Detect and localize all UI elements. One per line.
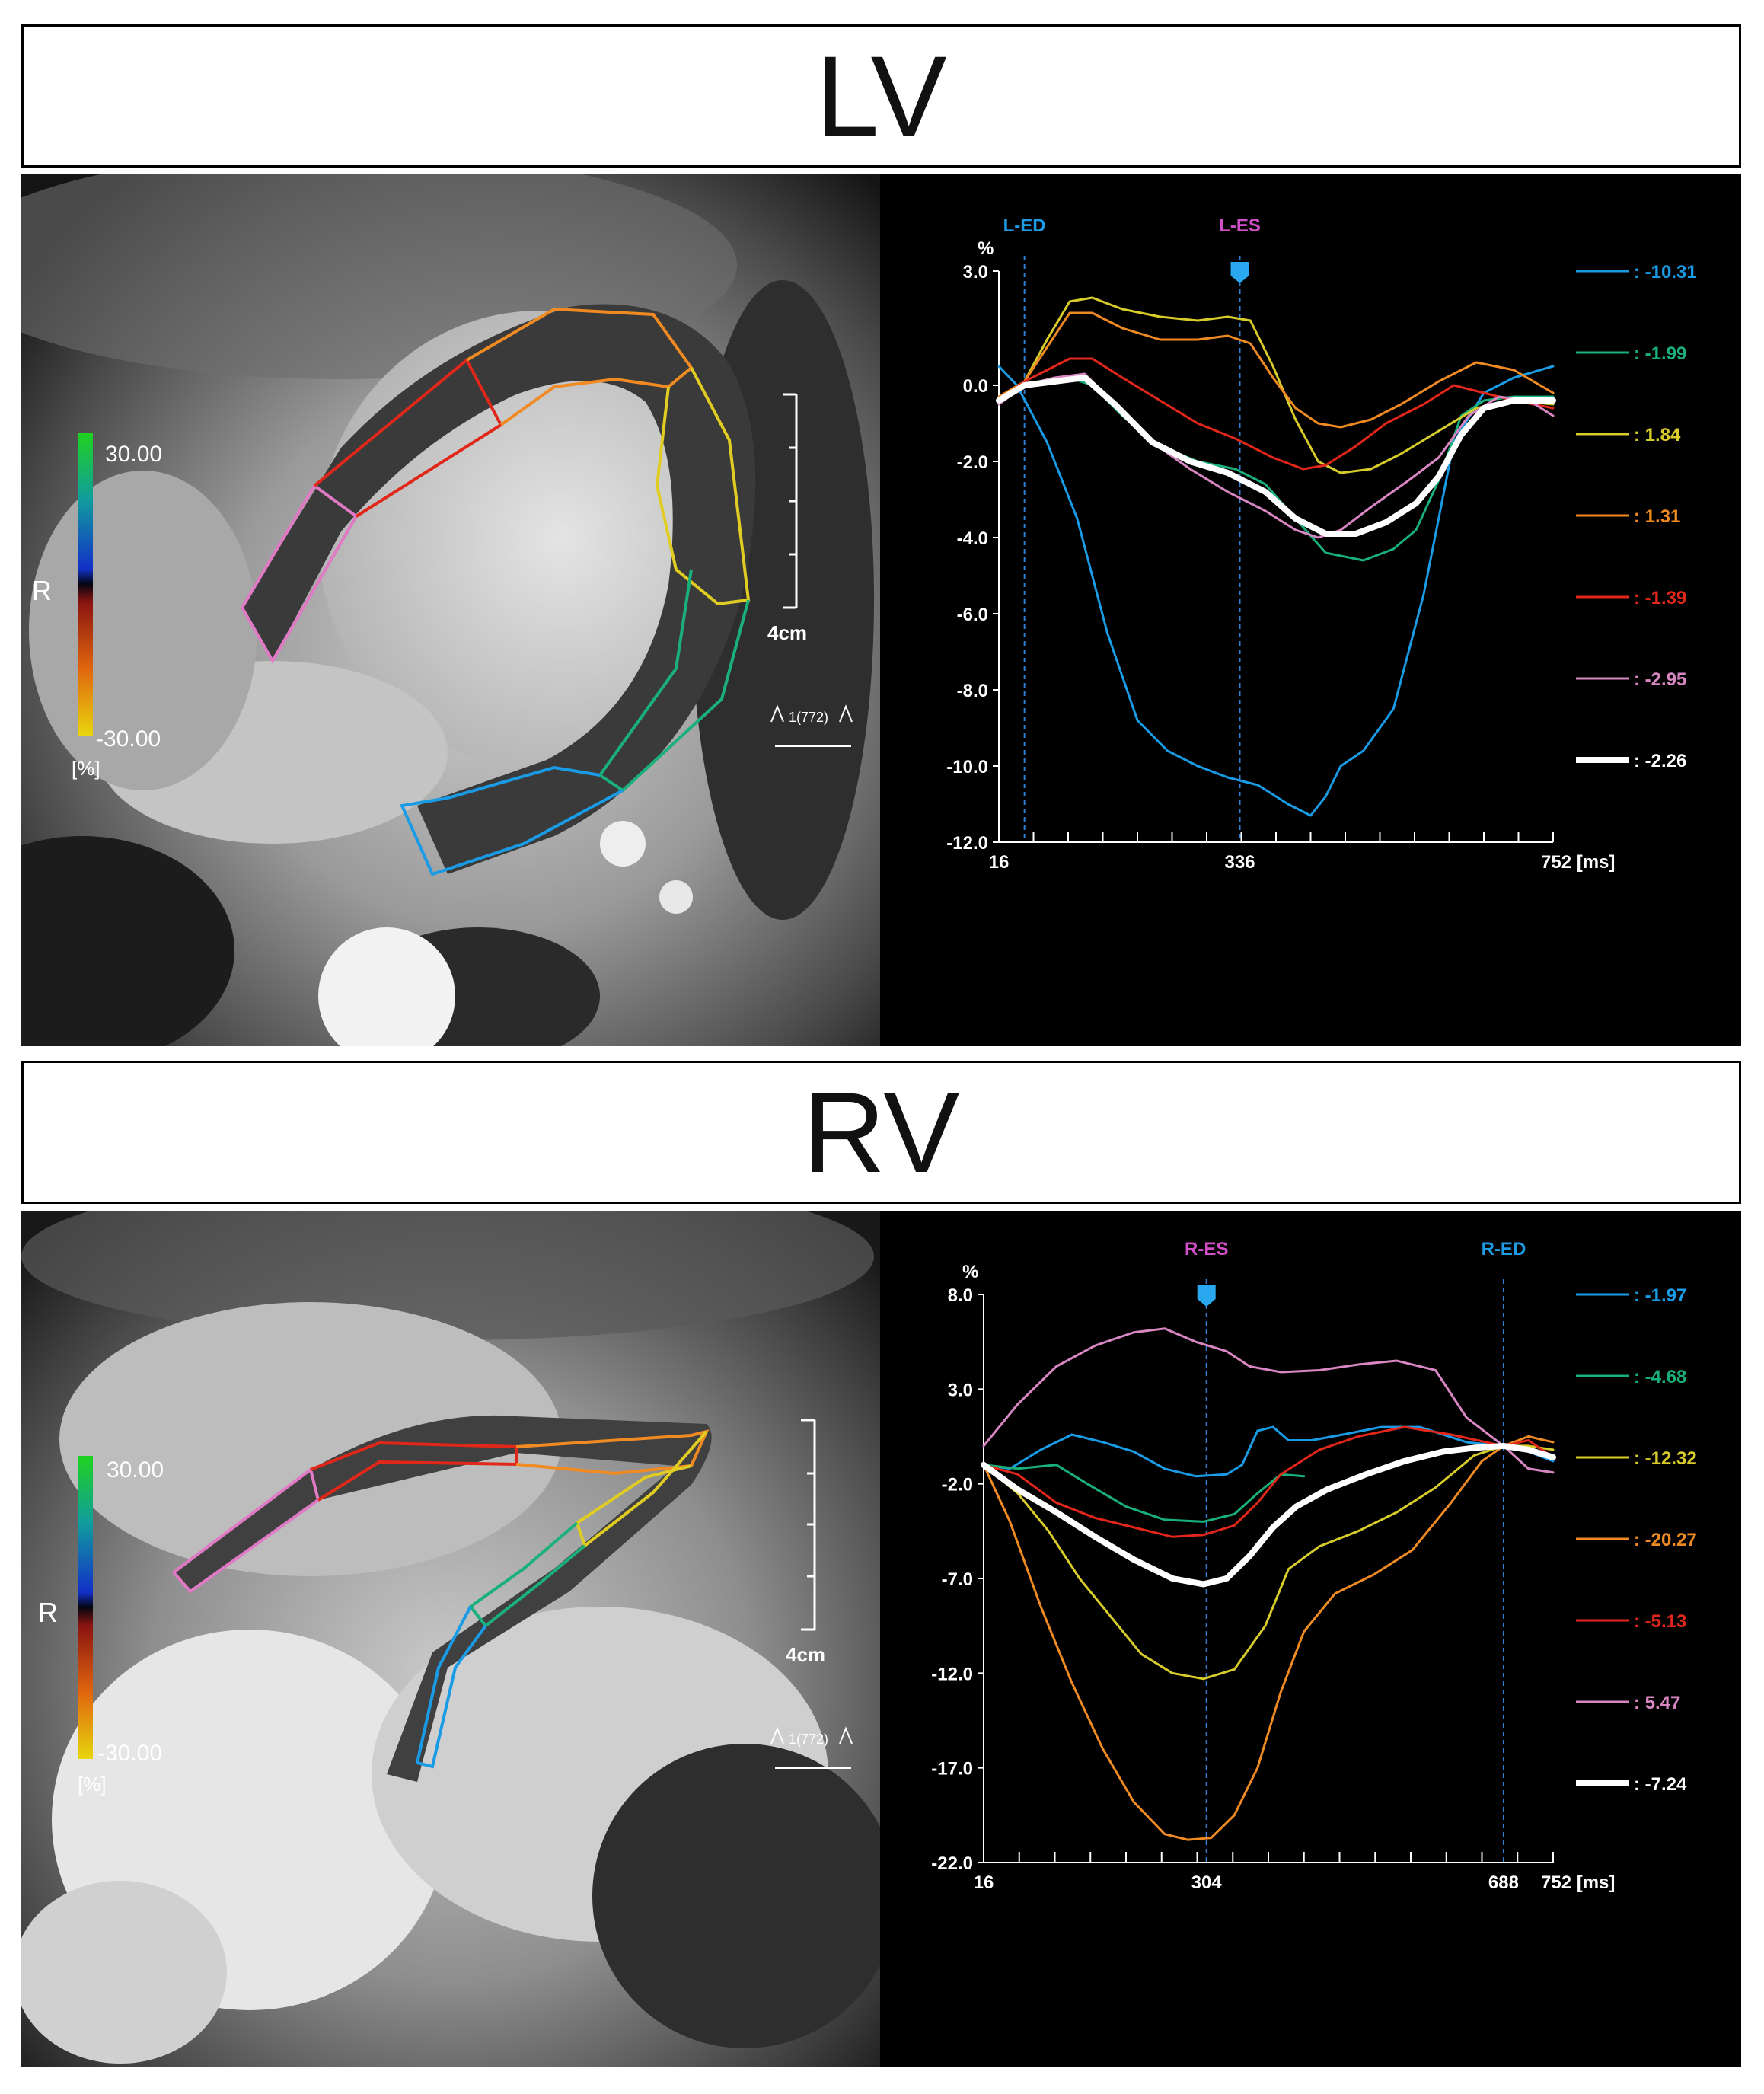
lv-marker-label: L-ES bbox=[1219, 215, 1261, 236]
lv-legend-label-6: : -2.95 bbox=[1634, 669, 1686, 690]
rv-title: RV bbox=[802, 1068, 960, 1196]
lv-legend-label-5: : -1.39 bbox=[1634, 588, 1686, 608]
lv-mri-image: 30.00 -30.00 R [%] 4cm 1(772) bbox=[21, 174, 880, 1046]
rv-legend-label-5: : -5.13 bbox=[1634, 1611, 1686, 1632]
rv-series-line-7 bbox=[981, 1442, 1556, 1588]
lv-y-tick-label: -6.0 bbox=[957, 605, 988, 625]
lv-title-box: LV bbox=[21, 24, 1741, 168]
rv-colorbar-letter: R bbox=[38, 1597, 58, 1628]
rv-y-tick-label: 3.0 bbox=[948, 1380, 973, 1400]
rv-y-tick-label: -2.0 bbox=[942, 1475, 973, 1495]
lv-x-tick-label: 336 bbox=[1224, 852, 1255, 873]
lv-series-line-6 bbox=[997, 372, 1555, 539]
lv-y-tick-label: 0.0 bbox=[963, 376, 988, 397]
rv-marker-label: R-ES bbox=[1185, 1239, 1228, 1259]
rv-legend-label-1: : -1.97 bbox=[1634, 1285, 1686, 1306]
lv-frame-label: 1(772) bbox=[789, 710, 828, 725]
lv-y-label: % bbox=[978, 238, 994, 259]
rv-y-label: % bbox=[962, 1262, 978, 1282]
lv-series-line-3 bbox=[997, 296, 1555, 474]
rv-y-tick-label: -7.0 bbox=[942, 1569, 973, 1590]
rv-colorbar-max: 30.00 bbox=[107, 1457, 164, 1483]
rv-series-line-5 bbox=[982, 1425, 1555, 1538]
lv-y-tick-label: -2.0 bbox=[957, 452, 988, 473]
rv-y-tick-label: -12.0 bbox=[931, 1664, 973, 1684]
lv-frame-indicator bbox=[770, 704, 853, 747]
lv-y-tick-label: -12.0 bbox=[946, 833, 988, 854]
lv-legend-label-4: : 1.31 bbox=[1634, 506, 1680, 527]
rv-y-tick-label: -22.0 bbox=[931, 1853, 973, 1874]
rv-x-tick-label: 16 bbox=[974, 1872, 994, 1893]
rv-x-tick-label: 688 bbox=[1488, 1872, 1519, 1893]
rv-x-tick-label: 304 bbox=[1191, 1872, 1223, 1893]
lv-series-line-4 bbox=[997, 311, 1555, 429]
rv-series-line-3 bbox=[982, 1444, 1555, 1681]
lv-x-tick-label: 752 [ms] bbox=[1541, 852, 1615, 873]
rv-mri-image: 30.00 -30.00 R [%] 4cm 1(772) bbox=[21, 1211, 880, 2067]
rv-colorbar bbox=[78, 1456, 93, 1759]
lv-colorbar bbox=[78, 433, 93, 736]
rv-frame-indicator bbox=[770, 1726, 853, 1769]
lv-scale-bar bbox=[783, 393, 798, 609]
rv-series-line-6 bbox=[982, 1327, 1555, 1474]
lv-legend-label-3: : 1.84 bbox=[1634, 425, 1681, 445]
lv-colorbar-min: -30.00 bbox=[96, 726, 161, 752]
rv-legend-label-7: : -7.24 bbox=[1634, 1774, 1687, 1795]
lv-strain-chart: % 3.0 0.0 -2.0 -4.0 -6.0 -8.0 -10.0 -12.0 16 336 75… bbox=[883, 174, 1741, 1046]
rv-marker-label: R-ED bbox=[1482, 1239, 1526, 1259]
rv-title-box: RV bbox=[21, 1061, 1741, 1204]
rv-scale-bar bbox=[801, 1419, 816, 1631]
lv-title: LV bbox=[815, 32, 947, 160]
lv-series-line-1 bbox=[997, 365, 1555, 817]
rv-colorbar-min: -30.00 bbox=[97, 1741, 162, 1766]
rv-strain-chart: % 8.0 3.0 -2.0 -7.0 -12.0 -17.0 -22.0 16 304 688 75… bbox=[883, 1211, 1741, 2067]
lv-colorbar-max: 30.00 bbox=[105, 442, 162, 467]
lv-legend-label-2: : -1.99 bbox=[1634, 343, 1686, 364]
rv-legend-label-2: : -4.68 bbox=[1634, 1367, 1686, 1387]
lv-y-tick-label: -8.0 bbox=[957, 681, 988, 701]
rv-colorbar-unit: [%] bbox=[78, 1773, 107, 1796]
rv-marker-handle[interactable] bbox=[1197, 1285, 1216, 1307]
lv-marker-label: L-ED bbox=[1003, 215, 1046, 236]
lv-marker-handle[interactable] bbox=[1230, 262, 1249, 283]
lv-y-tick-label: 3.0 bbox=[963, 262, 988, 282]
rv-scale-label: 4cm bbox=[786, 1643, 825, 1666]
rv-series-line-2 bbox=[982, 1464, 1306, 1523]
lv-y-tick-label: -10.0 bbox=[946, 757, 988, 777]
lv-panel: 30.00 -30.00 R [%] 4cm 1(772) % 3.0 0.0 -2 bbox=[21, 174, 1741, 1046]
rv-x-tick-label: 752 [ms] bbox=[1541, 1872, 1615, 1893]
rv-series-line-4 bbox=[982, 1435, 1555, 1841]
lv-series-line-7 bbox=[996, 375, 1556, 537]
lv-colorbar-unit: [%] bbox=[72, 757, 100, 780]
rv-series-line-1 bbox=[982, 1425, 1555, 1478]
lv-colorbar-letter: R bbox=[32, 575, 52, 606]
lv-scale-label: 4cm bbox=[767, 621, 807, 644]
rv-legend-label-6: : 5.47 bbox=[1634, 1693, 1680, 1713]
lv-x-tick-label: 16 bbox=[989, 852, 1010, 873]
rv-panel: 30.00 -30.00 R [%] 4cm 1(772) % 8.0 3.0 -2 bbox=[21, 1211, 1741, 2067]
rv-legend-label-3: : -12.32 bbox=[1634, 1448, 1697, 1469]
lv-series-line-5 bbox=[997, 357, 1555, 471]
lv-y-tick-label: -4.0 bbox=[957, 528, 988, 549]
rv-legend-label-4: : -20.27 bbox=[1634, 1530, 1697, 1550]
rv-y-tick-label: -17.0 bbox=[931, 1759, 973, 1780]
rv-frame-label: 1(772) bbox=[789, 1732, 828, 1747]
rv-y-tick-label: 8.0 bbox=[948, 1285, 973, 1306]
lv-legend-label-7: : -2.26 bbox=[1634, 751, 1686, 771]
lv-legend-label-1: : -10.31 bbox=[1634, 262, 1697, 282]
